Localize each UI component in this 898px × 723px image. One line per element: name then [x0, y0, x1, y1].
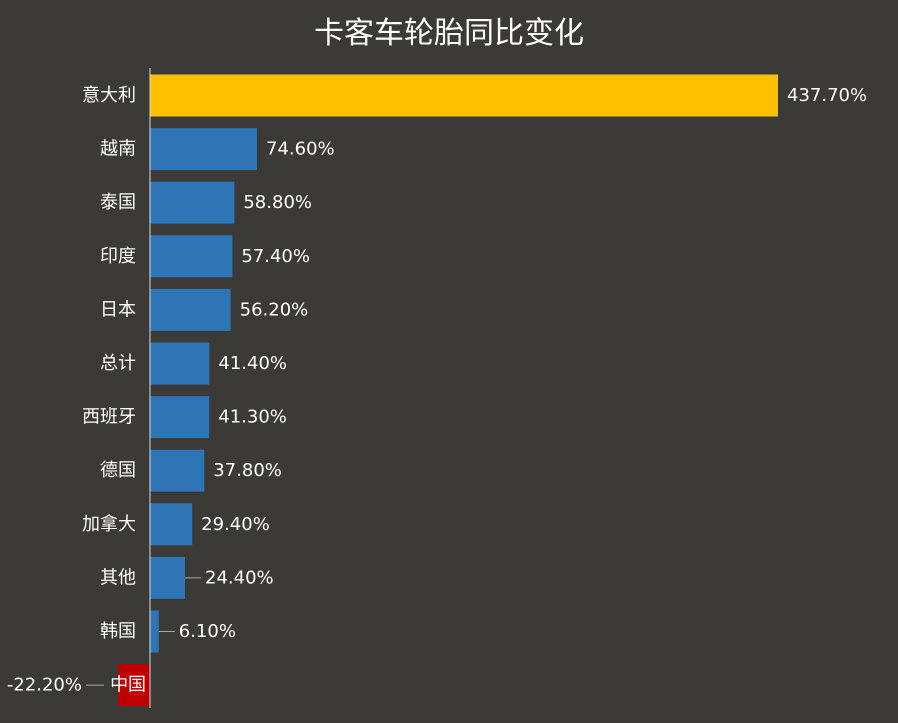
category-label-7: 德国 — [100, 460, 136, 481]
value-label-4: 56.20% — [240, 299, 309, 320]
bar-7 — [150, 449, 205, 492]
bar-4 — [150, 288, 231, 331]
value-label-7: 37.80% — [213, 460, 282, 481]
category-label-6: 西班牙 — [82, 407, 136, 428]
bar-11 — [118, 664, 150, 707]
bar-9 — [150, 556, 186, 599]
category-label-4: 日本 — [100, 299, 136, 320]
value-label-10: 6.10% — [179, 621, 236, 642]
bar-3 — [150, 235, 233, 278]
category-label-10: 韩国 — [100, 621, 136, 642]
bar-1 — [150, 128, 258, 171]
bars-group — [118, 74, 778, 707]
value-label-2: 58.80% — [243, 192, 312, 213]
leader-lines-group — [86, 577, 202, 686]
value-label-0: 437.70% — [787, 85, 867, 106]
category-label-0: 意大利 — [82, 85, 136, 106]
category-label-9: 其他 — [100, 567, 136, 588]
value-label-6: 41.30% — [218, 407, 287, 428]
bar-5 — [150, 342, 210, 385]
value-label-9: 24.40% — [205, 567, 274, 588]
value-label-8: 29.40% — [201, 514, 270, 535]
bar-10 — [150, 610, 159, 653]
bar-8 — [150, 503, 193, 546]
value-labels-group: 437.70% 74.60% 58.80% 57.40% 56.20% 41.40% 41.… — [7, 85, 867, 696]
value-label-11: -22.20% — [7, 675, 82, 696]
value-label-1: 74.60% — [266, 139, 335, 160]
category-label-1: 越南 — [100, 139, 136, 160]
category-label-3: 印度 — [100, 246, 136, 267]
bar-0 — [150, 74, 778, 117]
value-label-5: 41.40% — [218, 353, 287, 374]
bar-6 — [150, 396, 210, 439]
category-label-5: 总计 — [100, 353, 136, 374]
value-label-3: 57.40% — [241, 246, 310, 267]
category-label-8: 加拿大 — [82, 513, 136, 535]
category-label-2: 泰国 — [100, 192, 136, 213]
category-label-11: 中国 — [110, 675, 146, 696]
bar-2 — [150, 181, 235, 224]
chart-title: 卡客车轮胎同比变化 — [314, 16, 584, 51]
